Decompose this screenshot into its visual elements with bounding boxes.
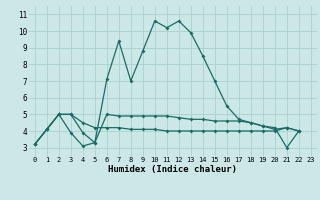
X-axis label: Humidex (Indice chaleur): Humidex (Indice chaleur)	[108, 165, 237, 174]
